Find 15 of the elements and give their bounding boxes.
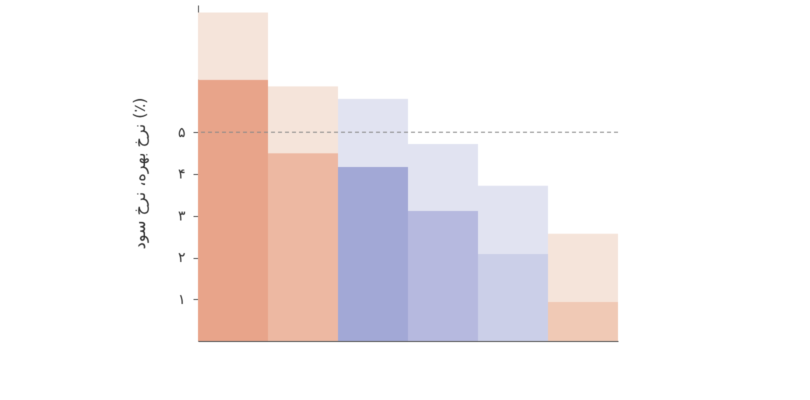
y-tick-label: ۴ (178, 166, 186, 183)
bar (198, 80, 268, 341)
y-tick-label: ۵ (178, 124, 186, 141)
bar (268, 153, 338, 341)
bar (198, 12, 268, 80)
bar (478, 254, 548, 341)
y-tick-label: ۱ (178, 292, 186, 308)
y-tick-label: ۲ (178, 250, 186, 266)
bar (268, 86, 338, 154)
bar (338, 166, 408, 341)
y-axis-title: نرخ بهره، نرخ سود (٪) (130, 98, 149, 250)
y-tick-label: ۳ (178, 208, 186, 224)
bar (548, 234, 618, 302)
bar (548, 302, 618, 341)
bar (408, 210, 478, 341)
